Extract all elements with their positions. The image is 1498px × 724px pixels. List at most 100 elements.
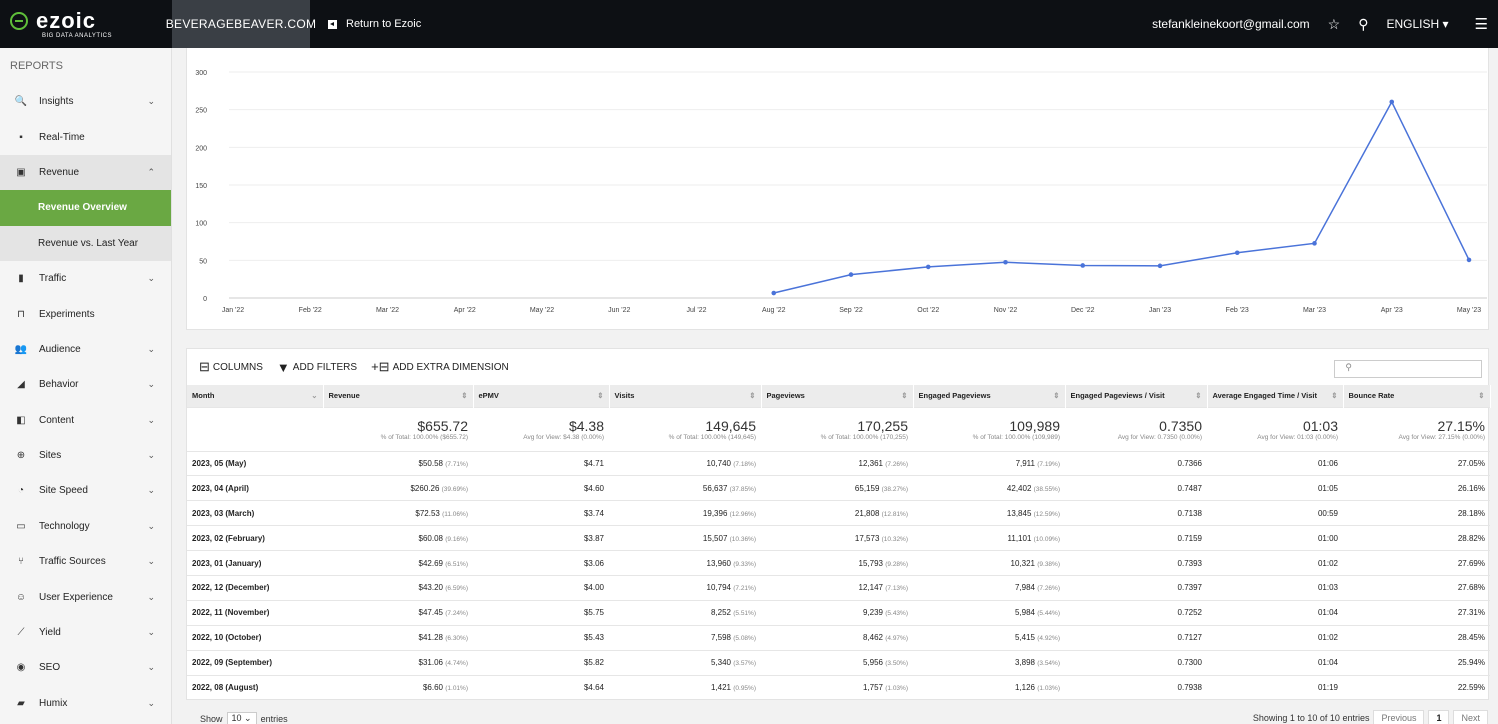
- cell-value: 27.31%: [1457, 608, 1485, 618]
- cell-value: $31.06: [418, 658, 443, 668]
- total-value: $655.72: [417, 417, 468, 434]
- cell-percent: (4.74%): [445, 660, 468, 668]
- data-point[interactable]: [1157, 263, 1163, 269]
- cell-value: 01:00: [1317, 533, 1338, 543]
- cell-value: 27.68%: [1457, 583, 1485, 593]
- sidebar-item-traffic[interactable]: ▮ Traffic ⌄: [0, 261, 171, 296]
- return-to-ezoic-link[interactable]: Return to Ezoic: [328, 18, 421, 30]
- table-row[interactable]: 2023, 01 (January) $42.69 (6.51%) $3.06 1…: [187, 550, 1490, 576]
- metric-cell: 13,960 (9.33%): [609, 550, 761, 576]
- search-icon[interactable]: ⚲: [1358, 15, 1369, 32]
- sidebar-item-content[interactable]: ◧ Content ⌄: [0, 403, 171, 438]
- data-point[interactable]: [1080, 263, 1086, 268]
- language-select[interactable]: ENGLISH ▾: [1386, 17, 1449, 31]
- column-header[interactable]: Pageviews ⇕: [761, 385, 914, 407]
- sort-icon: ⇕: [749, 391, 756, 401]
- column-header-label: ePMV: [478, 391, 499, 401]
- sidebar-item-real-time[interactable]: ▪ Real-Time: [0, 119, 171, 154]
- data-point[interactable]: [1234, 250, 1240, 256]
- cell-percent: (7.71%): [445, 460, 468, 468]
- entries-select[interactable]: 10 ⌄: [226, 712, 257, 724]
- columns-label: COLUMNS: [212, 361, 263, 373]
- data-point[interactable]: [1312, 241, 1317, 246]
- column-header[interactable]: Average Engaged Time / Visit ⇕: [1207, 385, 1344, 407]
- site-tab[interactable]: BEVERAGEBEAVER.COM: [166, 0, 316, 48]
- sidebar-item-audience[interactable]: 👥 Audience ⌄: [0, 332, 171, 367]
- sidebar-item-humix[interactable]: ▰ Humix ⌄: [0, 686, 171, 721]
- cell-value: 7,598: [710, 633, 731, 643]
- table-row[interactable]: 2022, 12 (December) $43.20 (6.59%) $4.00 …: [187, 574, 1490, 601]
- next-page-button[interactable]: Next: [1453, 710, 1488, 724]
- sidebar-item-label: Revenue: [39, 166, 80, 178]
- data-point[interactable]: [771, 290, 777, 296]
- metric-cell: 26.16%: [1343, 475, 1490, 501]
- columns-button[interactable]: ⊟ COLUMNS: [199, 359, 263, 375]
- metric-cell: 27.69%: [1343, 550, 1490, 576]
- star-icon[interactable]: ☆: [1327, 15, 1341, 32]
- metric-cell: 22.59%: [1343, 674, 1490, 700]
- y-tick-label: 50: [199, 258, 207, 265]
- y-tick-label: 200: [195, 145, 207, 152]
- data-point[interactable]: [848, 272, 854, 277]
- add-filters-button[interactable]: ▼ ADD FILTERS: [277, 360, 357, 375]
- sidebar-item-sites[interactable]: ⊕ Sites ⌄: [0, 438, 171, 473]
- sidebar-item-insights[interactable]: 🔍 Insights ⌄: [0, 84, 171, 119]
- search-icon: 🔍: [14, 96, 28, 108]
- metric-cell: $72.53 (11.06%): [323, 500, 473, 526]
- data-point[interactable]: [1003, 259, 1008, 265]
- page-1-button[interactable]: 1: [1428, 710, 1450, 724]
- sidebar-item-experiments[interactable]: ⊓ Experiments: [0, 296, 171, 331]
- cell-percent: (7.24%): [445, 610, 468, 618]
- sidebar-item-user-experience[interactable]: ☺ User Experience ⌄: [0, 579, 171, 614]
- table-row[interactable]: 2023, 04 (April) $260.26 (39.69%) $4.60 5…: [187, 475, 1490, 501]
- cell-value: 2022, 11 (November): [192, 608, 270, 618]
- month-cell: 2022, 10 (October): [187, 624, 323, 651]
- metric-cell: 7,598 (5.08%): [609, 624, 761, 651]
- device-icon: ▭: [16, 520, 26, 532]
- table-row[interactable]: 2022, 11 (November) $47.45 (7.24%) $5.75 …: [187, 599, 1490, 626]
- sidebar-item-traffic-sources[interactable]: ⑂ Traffic Sources ⌄: [0, 544, 171, 579]
- table-row[interactable]: 2022, 10 (October) $41.28 (6.30%) $5.43 7…: [187, 624, 1490, 651]
- cell-value: $6.60: [422, 683, 443, 693]
- x-tick-label: Mar '22: [376, 307, 399, 314]
- table-row[interactable]: 2022, 09 (September) $31.06 (4.74%) $5.82…: [187, 649, 1490, 676]
- ezoic-logo[interactable]: ezoic BIG DATA ANALYTICS: [0, 0, 172, 48]
- sidebar-item-site-speed[interactable]: ◔ Site Speed ⌄: [0, 473, 171, 508]
- column-header[interactable]: Month ⌄: [187, 385, 324, 407]
- chevron-icon: ⌄: [147, 485, 155, 496]
- cell-value: $5.82: [583, 658, 604, 668]
- total-value: 149,645: [705, 417, 756, 434]
- sidebar-item-yield[interactable]: ⟋ Yield ⌄: [0, 615, 171, 650]
- table-row[interactable]: 2023, 02 (February) $60.08 (9.16%) $3.87 …: [187, 525, 1490, 551]
- metric-cell: $43.20 (6.59%): [323, 574, 473, 601]
- sidebar-item-seo[interactable]: ◉ SEO ⌄: [0, 650, 171, 685]
- data-point[interactable]: [1466, 257, 1472, 263]
- column-header[interactable]: Engaged Pageviews ⇕: [913, 385, 1066, 407]
- sidebar-item-revenue[interactable]: ▣ Revenue ⌃: [0, 154, 171, 191]
- table-search-input[interactable]: [1334, 360, 1482, 378]
- column-header[interactable]: Revenue ⇕: [323, 385, 474, 407]
- sidebar-subitem-revenue-vs-last-year[interactable]: Revenue vs. Last Year: [0, 225, 171, 261]
- menu-icon[interactable]: ☰: [1474, 16, 1488, 33]
- sidebar-subitem-revenue-overview[interactable]: Revenue Overview: [0, 190, 171, 226]
- user-email[interactable]: stefankleinekoort@gmail.com: [1152, 17, 1310, 31]
- column-header[interactable]: Visits ⇕: [609, 385, 762, 407]
- sidebar-item-behavior[interactable]: ◢ Behavior ⌄: [0, 367, 171, 402]
- seo-icon: ◉: [16, 662, 26, 674]
- sidebar-item-technology[interactable]: ▭ Technology ⌄: [0, 509, 171, 544]
- table-row[interactable]: 2022, 08 (August) $6.60 (1.01%) $4.64 1,4…: [187, 674, 1490, 700]
- data-point[interactable]: [925, 264, 931, 270]
- cell-percent: (5.51%): [733, 610, 756, 618]
- column-header[interactable]: Engaged Pageviews / Visit ⇕: [1065, 385, 1208, 407]
- table-row[interactable]: 2023, 05 (May) $50.58 (7.71%) $4.71 10,74…: [187, 450, 1490, 476]
- column-header[interactable]: ePMV ⇕: [473, 385, 610, 407]
- column-header[interactable]: Bounce Rate ⇕: [1343, 385, 1491, 407]
- data-point[interactable]: [1389, 99, 1395, 105]
- total-cell: 27.15% Avg for View: 27.15% (0.00%): [1343, 406, 1490, 451]
- chevron-icon: ⌄: [147, 450, 155, 461]
- add-dimension-button[interactable]: +⊟ ADD EXTRA DIMENSION: [371, 359, 509, 375]
- metric-cell: $260.26 (39.69%): [323, 475, 473, 501]
- metric-cell: $31.06 (4.74%): [323, 649, 473, 676]
- table-row[interactable]: 2023, 03 (March) $72.53 (11.06%) $3.74 19…: [187, 500, 1490, 526]
- previous-page-button[interactable]: Previous: [1373, 710, 1425, 724]
